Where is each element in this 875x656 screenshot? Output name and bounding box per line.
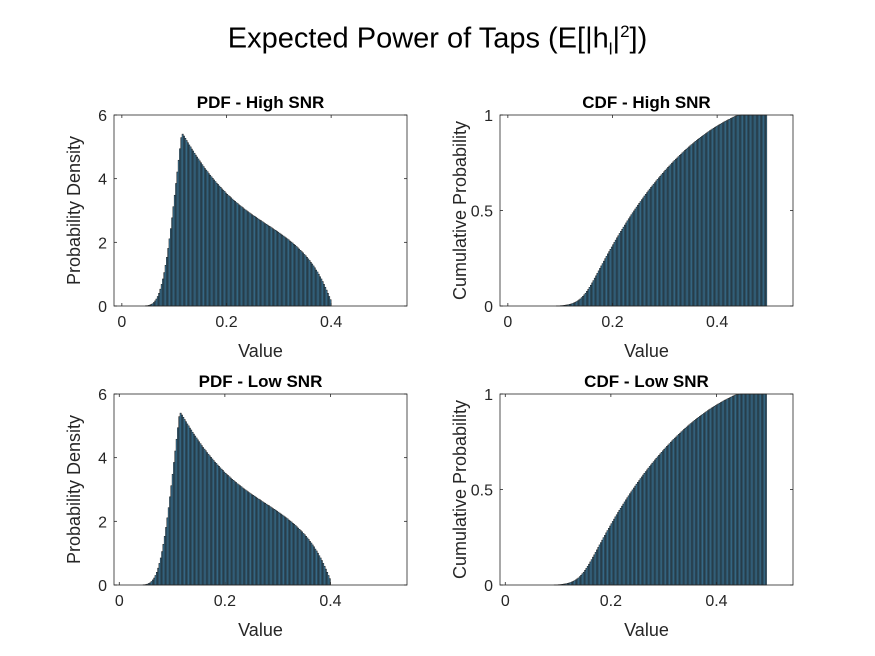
y-tick-label: 2: [98, 235, 107, 252]
axes-box: [113, 393, 408, 586]
y-tick-label: 6: [98, 108, 107, 125]
x-tick-label: 0: [501, 593, 510, 610]
x-tick-label: 0: [503, 314, 512, 331]
x-tick-label: 0.2: [601, 314, 623, 331]
y-tick-label: 0: [484, 299, 493, 316]
x-tick-label: 0.4: [319, 593, 341, 610]
figure-title-mid: |: [612, 22, 621, 55]
y-tick-label: 0: [98, 299, 107, 316]
x-tick-label: 0.4: [320, 314, 342, 331]
figure-title-superscript: 2: [620, 22, 630, 41]
x-tick-label: 0.4: [706, 314, 728, 331]
figure-title-main: Expected Power of Taps (E[|h: [227, 22, 609, 55]
bar: [765, 393, 767, 586]
y-axis-label: Probability Density: [64, 136, 84, 285]
x-tick-label: 0: [117, 314, 126, 331]
x-tick-label: 0: [115, 593, 124, 610]
y-axis-label: Probability Density: [64, 415, 84, 564]
figure-title-subscript: l: [608, 39, 613, 59]
subplot-title: CDF - Low SNR: [584, 372, 709, 391]
y-tick-label: 4: [98, 451, 107, 468]
x-tick-label: 0.2: [600, 593, 622, 610]
y-tick-label: 0: [484, 578, 493, 595]
subplot-title: CDF - High SNR: [582, 93, 710, 112]
y-axis-label: Cumulative Probability: [450, 121, 470, 300]
y-tick-label: 1: [484, 387, 493, 404]
x-tick-label: 0.4: [705, 593, 727, 610]
subplot-2: 0 0.2 0.4 0 0.5 1 CDF - High SNR Value Cumulativ…: [450, 93, 794, 361]
subplot-title: PDF - Low SNR: [199, 372, 323, 391]
y-tick-label: 4: [98, 172, 107, 189]
y-tick-label: 0.5: [471, 483, 493, 500]
bars: [553, 393, 767, 586]
y-axis-label: Cumulative Probability: [450, 400, 470, 579]
x-tick-label: 0.2: [214, 593, 236, 610]
x-axis-label: Value: [238, 341, 283, 361]
axes-box: [113, 114, 408, 307]
y-tick-label: 6: [98, 387, 107, 404]
figure-title: Expected Power of Taps (E[|hl|2]): [0, 22, 875, 59]
subplot-4: 0 0.2 0.4 0 0.5 1 CDF - Low SNR Value Cumulative…: [450, 372, 794, 640]
figure-title-end: ]): [629, 22, 648, 55]
x-axis-label: Value: [624, 341, 669, 361]
y-tick-label: 0.5: [471, 204, 493, 221]
y-tick-label: 2: [98, 514, 107, 531]
y-tick-label: 1: [484, 108, 493, 125]
bar: [765, 114, 768, 307]
x-axis-label: Value: [238, 620, 283, 640]
subplot-3: 0 0.2 0.4 0 2 4 6 PDF - Low SNR Value Probability…: [64, 372, 408, 640]
x-axis-label: Value: [624, 620, 669, 640]
subplot-title: PDF - High SNR: [197, 93, 325, 112]
subplot-1: 0 0.2 0.4 0 2 4 6 PDF - High SNR Value Probabilit…: [64, 93, 408, 361]
y-tick-label: 0: [98, 578, 107, 595]
x-tick-label: 0.2: [215, 314, 237, 331]
